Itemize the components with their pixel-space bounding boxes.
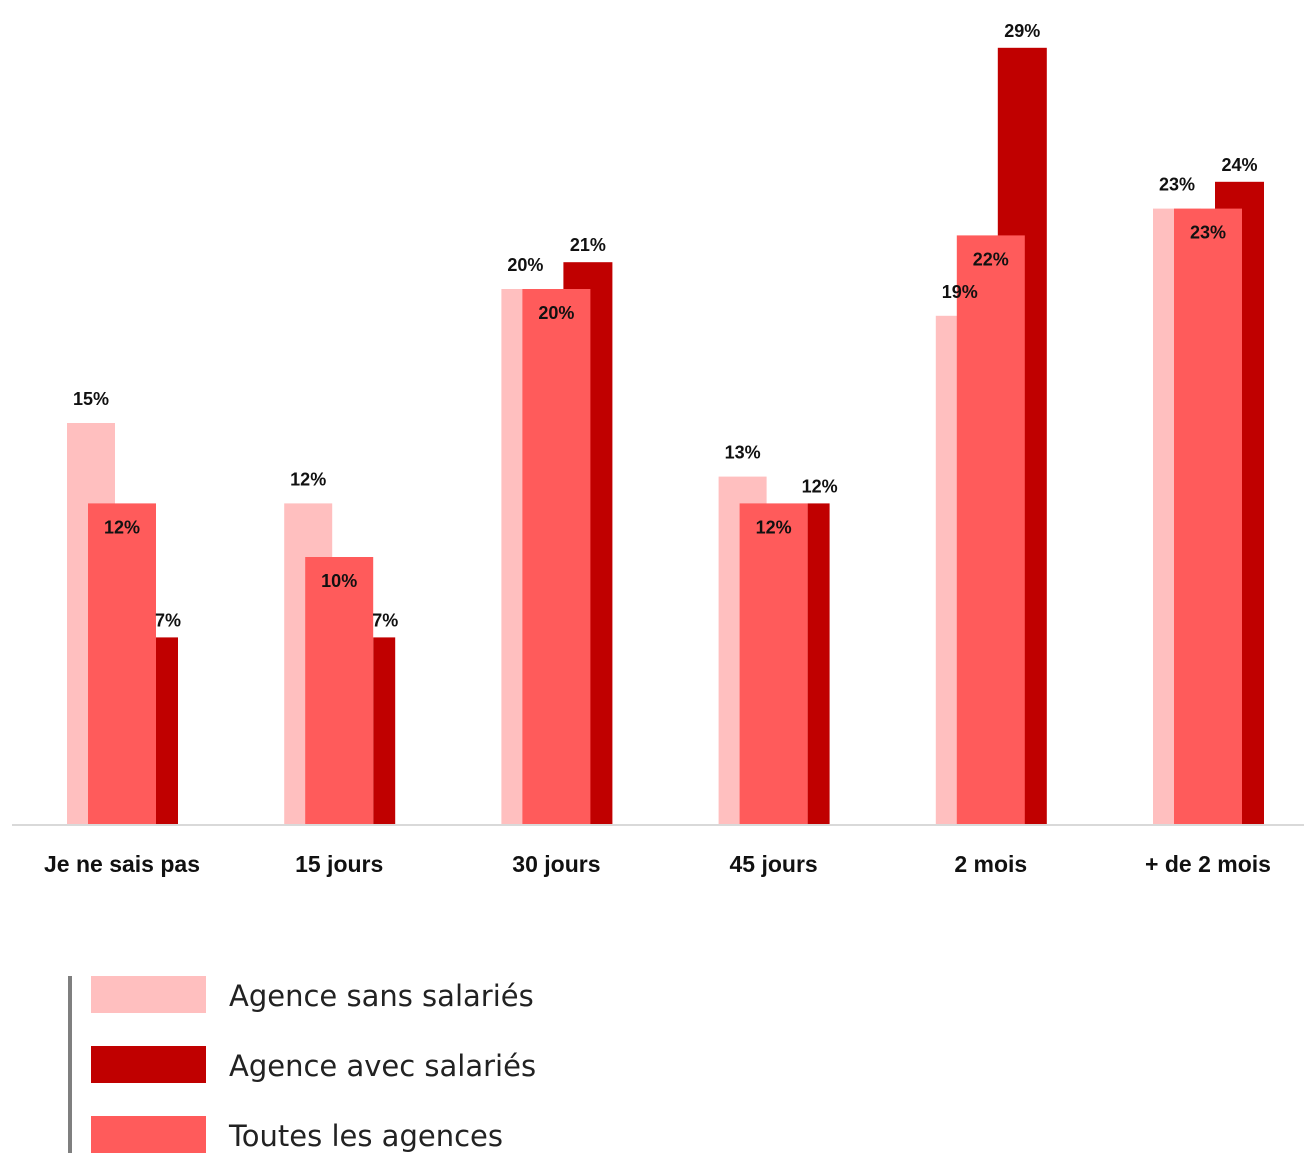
label-toutes-agences-2: 20% xyxy=(538,303,574,323)
category-label-4: 2 mois xyxy=(954,851,1027,877)
label-sans-salaries-5: 23% xyxy=(1159,175,1195,195)
label-toutes-agences-4: 22% xyxy=(973,249,1009,269)
data-labels: 15% 12% 7% 12% 10% 7% 20% 20% 21% 13% 12% 12% 19% 22%… xyxy=(73,21,1258,631)
label-toutes-agences-5: 23% xyxy=(1190,223,1226,243)
legend-swatch-2 xyxy=(91,1116,206,1153)
label-toutes-agences-1: 10% xyxy=(321,571,357,591)
bar-avec-salaries-0 xyxy=(156,637,178,825)
label-avec-salaries-5: 24% xyxy=(1221,155,1257,175)
bar-avec-salaries-3 xyxy=(807,503,830,825)
bars-toutes-agences xyxy=(88,208,1242,826)
bar-toutes-agences-3 xyxy=(739,503,808,825)
category-label-5: + de 2 mois xyxy=(1145,851,1271,877)
label-avec-salaries-3: 12% xyxy=(802,476,838,496)
category-labels: Je ne sais pas 15 jours 30 jours 45 jours 2 … xyxy=(44,851,1271,877)
category-label-2: 30 jours xyxy=(512,851,600,877)
legend-swatch-0 xyxy=(91,976,206,1013)
category-label-3: 45 jours xyxy=(729,851,817,877)
bar-toutes-agences-0 xyxy=(88,503,156,825)
category-label-1: 15 jours xyxy=(295,851,383,877)
label-avec-salaries-0: 7% xyxy=(155,610,181,630)
bar-toutes-agences-1 xyxy=(305,557,374,825)
label-toutes-agences-3: 12% xyxy=(756,517,792,537)
bar-toutes-agences-5 xyxy=(1174,208,1242,826)
label-sans-salaries-3: 13% xyxy=(725,443,761,463)
label-sans-salaries-2: 20% xyxy=(507,255,543,275)
legend: Agence sans salariés Agence avec salariés… xyxy=(68,976,536,1153)
label-toutes-agences-0: 12% xyxy=(104,517,140,537)
bar-toutes-agences-4 xyxy=(956,235,1025,825)
legend-label-2: Toutes les agences xyxy=(228,1119,503,1153)
label-sans-salaries-0: 15% xyxy=(73,389,109,409)
label-avec-salaries-2: 21% xyxy=(570,235,606,255)
bar-toutes-agences-2 xyxy=(522,289,591,825)
label-avec-salaries-4: 29% xyxy=(1004,21,1040,41)
legend-swatch-1 xyxy=(91,1046,206,1083)
category-label-0: Je ne sais pas xyxy=(44,851,200,877)
label-avec-salaries-1: 7% xyxy=(372,610,398,630)
label-sans-salaries-1: 12% xyxy=(290,469,326,489)
legend-label-1: Agence avec salariés xyxy=(229,1049,536,1083)
label-sans-salaries-4: 19% xyxy=(942,282,978,302)
legend-label-0: Agence sans salariés xyxy=(229,979,534,1013)
bar-avec-salaries-1 xyxy=(373,637,396,825)
